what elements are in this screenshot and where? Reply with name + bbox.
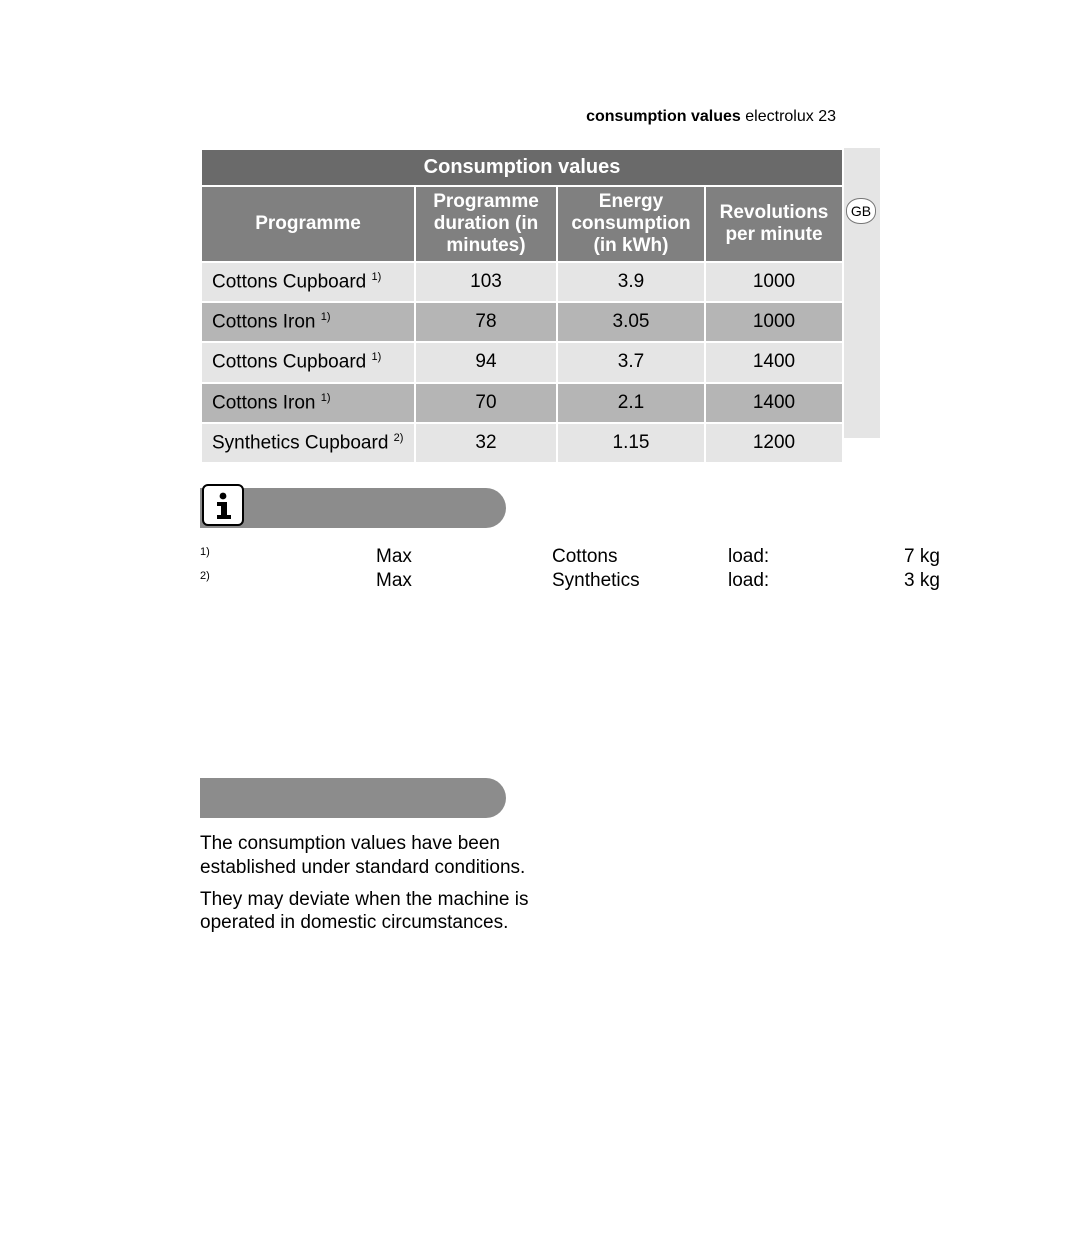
cell-rpm: 1400 xyxy=(706,384,842,422)
col-header-duration: Programme duration (in minutes) xyxy=(416,187,556,261)
cell-rpm: 1400 xyxy=(706,343,842,381)
col-header-energy: Energy consumption (in kWh) xyxy=(558,187,704,261)
cell-duration: 32 xyxy=(416,424,556,462)
info-bar-2 xyxy=(200,778,506,818)
cell-rpm: 1000 xyxy=(706,303,842,341)
table-title: Consumption values xyxy=(202,150,842,185)
body-p2: They may deviate when the machine is ope… xyxy=(200,888,570,936)
body-p1: The consumption values have been establi… xyxy=(200,832,570,880)
cell-energy: 3.05 xyxy=(558,303,704,341)
cell-programme: Cottons Cupboard 1) xyxy=(202,263,414,301)
footnotes: 1)MaxCottonsload:7 kg2)MaxSyntheticsload… xyxy=(200,546,1080,594)
footnote-type: Cottons xyxy=(552,546,728,570)
cell-energy: 2.1 xyxy=(558,384,704,422)
footnote-type: Synthetics xyxy=(552,570,728,594)
table-row: Synthetics Cupboard 2)321.151200 xyxy=(202,424,842,462)
cell-energy: 1.15 xyxy=(558,424,704,462)
cell-programme: Cottons Iron 1) xyxy=(202,384,414,422)
table-row: Cottons Cupboard 1)943.71400 xyxy=(202,343,842,381)
consumption-table: Consumption values Programme Programme d… xyxy=(200,148,836,464)
footnote-label: Max xyxy=(376,546,552,570)
footnote-sup: 1) xyxy=(200,546,376,570)
page-header: consumption values electrolux 23 xyxy=(586,108,836,126)
cell-programme: Cottons Iron 1) xyxy=(202,303,414,341)
table-row: Cottons Iron 1)702.11400 xyxy=(202,384,842,422)
table-row: Cottons Iron 1)783.051000 xyxy=(202,303,842,341)
cell-programme: Synthetics Cupboard 2) xyxy=(202,424,414,462)
table-header-row: Programme Programme duration (in minutes… xyxy=(202,187,842,261)
cell-duration: 70 xyxy=(416,384,556,422)
footnote-load-label: load: xyxy=(728,546,904,570)
cell-duration: 94 xyxy=(416,343,556,381)
table-title-row: Consumption values xyxy=(202,150,842,185)
cell-energy: 3.7 xyxy=(558,343,704,381)
side-tab xyxy=(844,148,880,438)
body-text: The consumption values have been establi… xyxy=(200,832,570,943)
footnote-sup: 2) xyxy=(200,570,376,594)
info-bar-1 xyxy=(200,488,506,528)
header-brand: electrolux xyxy=(745,108,813,125)
cell-rpm: 1200 xyxy=(706,424,842,462)
footnote-row: 2)MaxSyntheticsload:3 kg xyxy=(200,570,1080,594)
footnote-value: 3 kg xyxy=(904,570,1080,594)
cell-energy: 3.9 xyxy=(558,263,704,301)
col-header-programme: Programme xyxy=(202,187,414,261)
table-row: Cottons Cupboard 1)1033.91000 xyxy=(202,263,842,301)
col-header-rpm: Revolutions per minute xyxy=(706,187,842,261)
footnote-value: 7 kg xyxy=(904,546,1080,570)
cell-rpm: 1000 xyxy=(706,263,842,301)
cell-duration: 103 xyxy=(416,263,556,301)
footnote-row: 1)MaxCottonsload:7 kg xyxy=(200,546,1080,570)
cell-programme: Cottons Cupboard 1) xyxy=(202,343,414,381)
footnote-load-label: load: xyxy=(728,570,904,594)
header-section: consumption values xyxy=(586,108,741,125)
footnote-label: Max xyxy=(376,570,552,594)
cell-duration: 78 xyxy=(416,303,556,341)
gb-badge: GB xyxy=(846,198,876,224)
header-page: 23 xyxy=(818,108,836,125)
info-icon xyxy=(202,484,244,526)
